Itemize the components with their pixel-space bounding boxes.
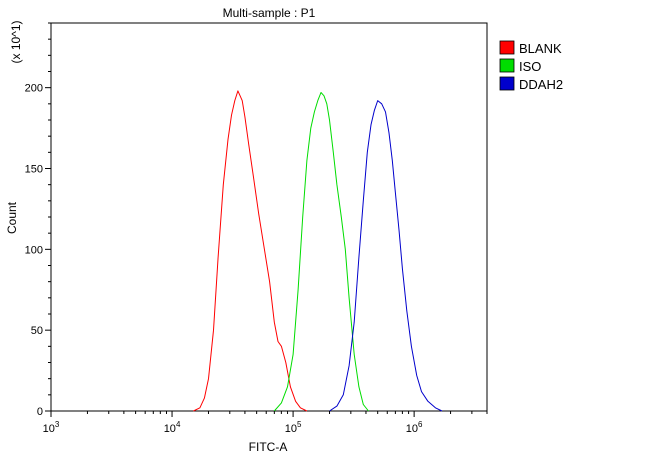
x-tick-label: 104 <box>164 420 181 435</box>
x-tick-label: 103 <box>43 420 60 435</box>
plot-frame <box>50 22 488 412</box>
y-axis: (x 10^1) Count 0 50 100 150 200 <box>5 21 51 418</box>
x-tick-label: 106 <box>406 420 423 435</box>
plot-area <box>50 22 488 412</box>
y-tick-label: 200 <box>25 83 43 95</box>
y-tick-label: 50 <box>31 325 43 337</box>
series-blank-line <box>193 90 308 412</box>
legend-swatch <box>499 40 515 55</box>
y-axis-label: Count <box>5 201 19 234</box>
chart-title: Multi-sample : P1 <box>223 6 316 20</box>
legend: BLANK ISO DDAH2 <box>499 40 563 92</box>
legend-label: DDAH2 <box>519 77 563 92</box>
y-tick-label: 0 <box>37 406 43 418</box>
y-axis-multiplier: (x 10^1) <box>9 21 23 64</box>
series-layer <box>193 90 443 412</box>
legend-label: ISO <box>519 59 541 74</box>
legend-label: BLANK <box>519 41 562 56</box>
x-tick-label: 105 <box>285 420 302 435</box>
x-axis-label: FITC-A <box>249 440 288 454</box>
series-ddah2-line <box>329 100 443 412</box>
x-axis: FITC-A 103 104 105 106 <box>43 411 488 454</box>
series-iso-line <box>273 92 369 412</box>
y-tick-label: 100 <box>25 244 43 256</box>
legend-swatch <box>499 76 515 91</box>
y-tick-label: 150 <box>25 164 43 176</box>
legend-swatch <box>499 58 515 73</box>
